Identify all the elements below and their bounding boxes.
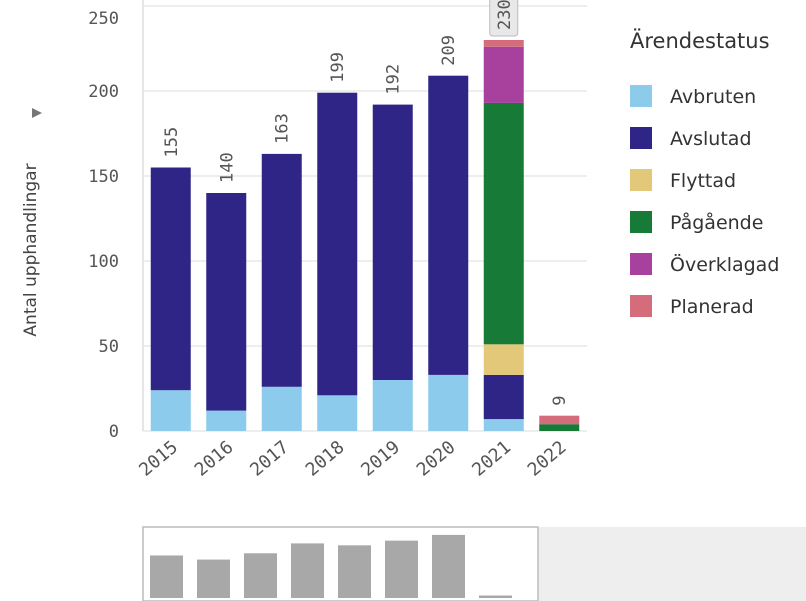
legend-label: Planerad <box>670 296 754 318</box>
bar-segment <box>206 410 247 431</box>
axis-menu-icon[interactable] <box>32 108 42 118</box>
bar-segment <box>261 386 302 431</box>
bar-segment <box>539 424 580 431</box>
x-tick-label: 2019 <box>357 437 404 481</box>
navigator-bar <box>432 534 465 598</box>
x-tick-label: 2018 <box>302 437 349 481</box>
legend-label: Avslutad <box>670 128 752 150</box>
bar-segment <box>150 167 191 391</box>
y-tick-label: 0 <box>109 422 119 442</box>
bar-segment <box>539 415 580 425</box>
bar-segment <box>428 75 469 375</box>
total-label: 230 <box>495 0 515 30</box>
bar-segment <box>150 390 191 431</box>
bar-segment <box>372 104 413 380</box>
legend-swatch <box>630 211 652 233</box>
legend-label: Överklagad <box>670 253 779 276</box>
legend-swatch <box>630 85 652 107</box>
legend-label: Avbruten <box>670 86 756 108</box>
navigator-bar <box>479 595 512 598</box>
bar-segment <box>483 40 524 47</box>
bar-segment <box>317 395 358 431</box>
navigator-bar <box>385 540 418 598</box>
navigator-bar <box>197 559 230 598</box>
x-tick-label: 2015 <box>135 437 182 481</box>
total-label: 209 <box>439 35 459 66</box>
y-tick-label: 100 <box>88 252 119 272</box>
legend-title: Ärendestatus <box>630 28 770 53</box>
x-tick-label: 2022 <box>524 437 571 481</box>
legend-swatch <box>630 253 652 275</box>
y-tick-label: 250 <box>88 9 119 29</box>
navigator-outside <box>539 527 806 601</box>
x-tick-label: 2020 <box>413 437 460 481</box>
bar-segment <box>483 102 524 345</box>
total-label: 9 <box>550 395 570 405</box>
legend-label: Pågående <box>670 211 763 234</box>
y-axis-label: Antal upphandlingar <box>21 163 41 336</box>
legend-swatch <box>630 295 652 317</box>
navigator-bar <box>338 545 371 598</box>
navigator-bar <box>291 543 324 598</box>
total-label: 155 <box>162 127 182 158</box>
legend-swatch <box>630 169 652 191</box>
total-label: 199 <box>328 52 348 83</box>
navigator-bar <box>150 555 183 598</box>
y-tick-label: 50 <box>99 337 119 357</box>
legend-label: Flyttad <box>670 170 736 192</box>
bar-segment <box>483 419 524 431</box>
label-highlight <box>489 0 519 37</box>
total-label: 140 <box>217 152 237 183</box>
bar-segment <box>483 46 524 103</box>
bar-segment <box>317 92 358 396</box>
x-tick-label: 2017 <box>246 437 293 481</box>
y-tick-label: 200 <box>88 82 119 102</box>
bar-segment <box>483 344 524 375</box>
total-label: 163 <box>273 113 293 144</box>
bar-segment <box>206 193 247 411</box>
bar-segment <box>483 374 524 420</box>
navigator-bar <box>244 553 277 598</box>
x-tick-label: 2016 <box>191 437 238 481</box>
bar-segment <box>428 374 469 431</box>
y-tick-label: 150 <box>88 167 119 187</box>
bar-segment <box>372 380 413 431</box>
x-tick-label: 2021 <box>468 437 515 481</box>
legend-swatch <box>630 127 652 149</box>
bar-segment <box>261 153 302 387</box>
total-label: 192 <box>384 64 404 95</box>
